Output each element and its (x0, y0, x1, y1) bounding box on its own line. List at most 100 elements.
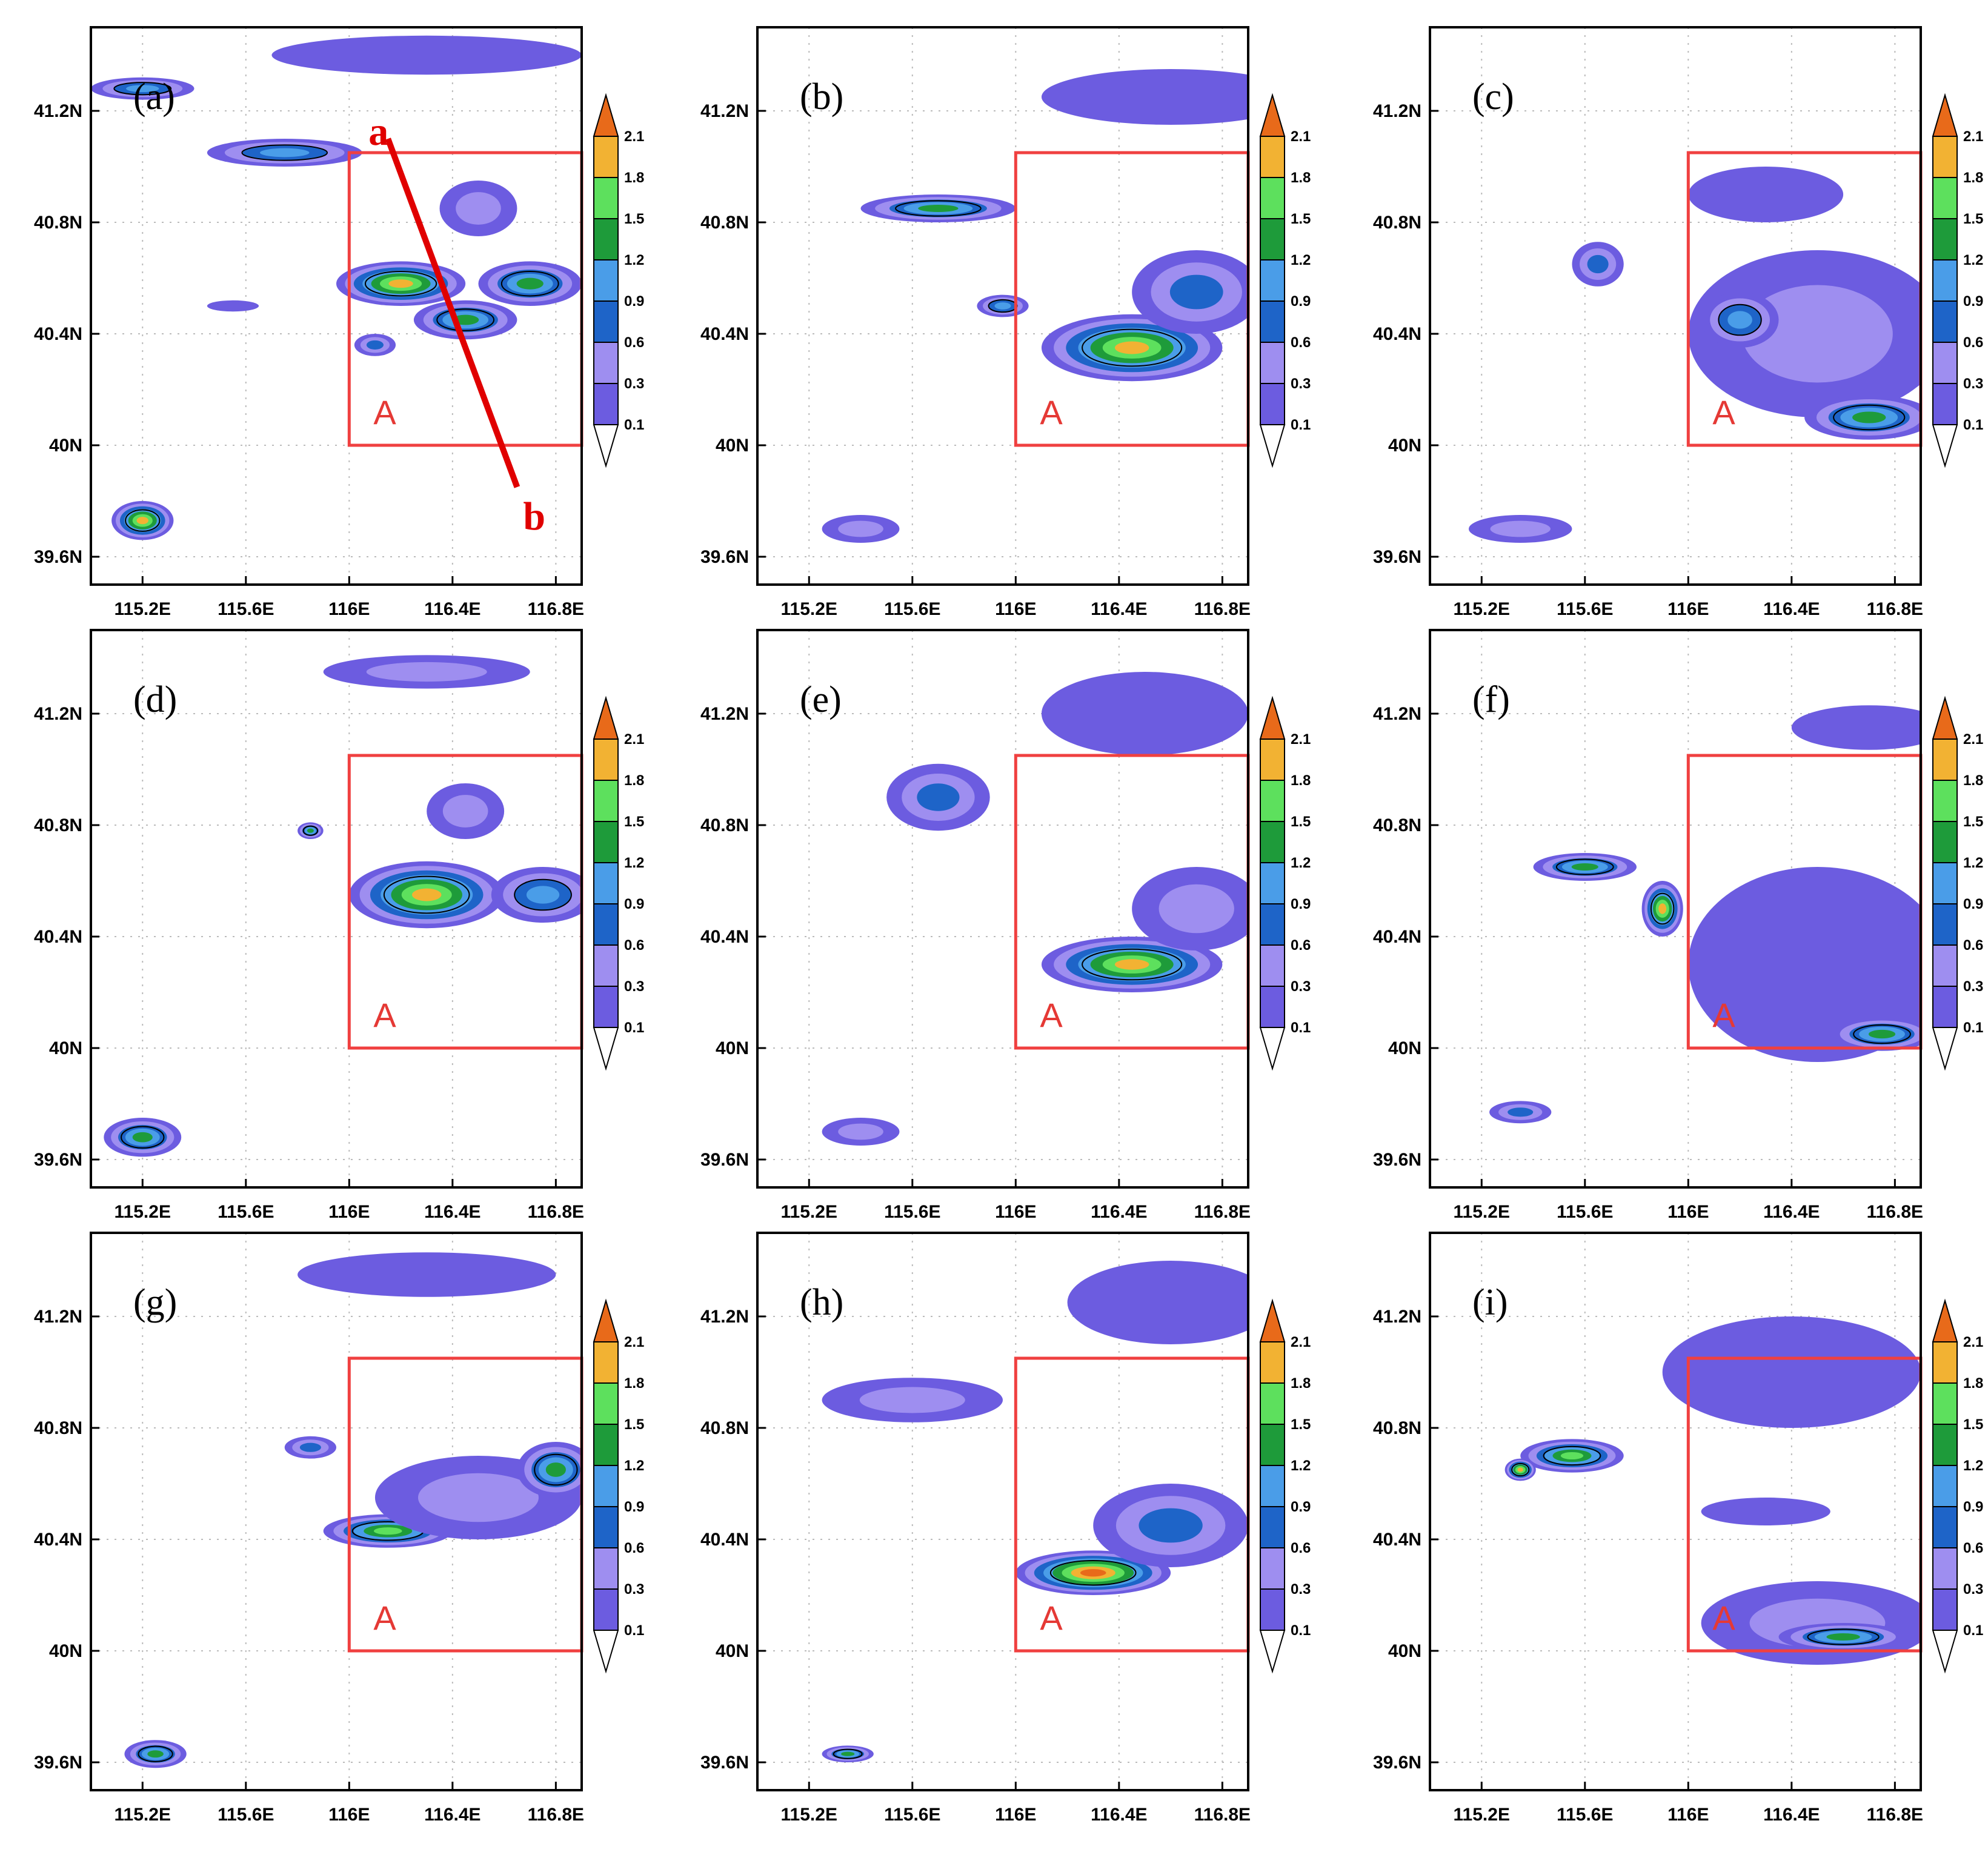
contour-region (1688, 167, 1844, 222)
y-tick-label: 41.2N (1373, 1307, 1421, 1327)
contour-line (895, 200, 982, 217)
x-tick-label: 116.4E (1091, 1805, 1147, 1825)
map-panel: A (b) 115.2E 115.6E 116E 116.4E 116.8E 41.2N 40.… (700, 26, 1311, 619)
contour-region (526, 886, 560, 904)
colorbar-segment (1259, 424, 1286, 468)
y-tick-label: 40N (49, 1641, 82, 1661)
colorbar: 0.1 0.3 0.6 0.9 1.2 1.5 1.8 2.1 (1259, 93, 1311, 468)
x-tick-label: 115.6E (218, 1202, 274, 1222)
colorbar-label: 0.6 (624, 937, 644, 954)
contour-line (121, 1126, 165, 1149)
colorbar-segment (593, 383, 619, 425)
colorbar-segment (1260, 821, 1285, 863)
colorbar-segment (593, 780, 619, 822)
colorbar-segment (593, 1027, 619, 1071)
colorbar-segment (593, 259, 619, 302)
colorbar-label: 0.3 (1291, 1581, 1311, 1598)
colorbar-label: 0.1 (1291, 1020, 1311, 1036)
x-tick-label: 116.8E (1867, 599, 1923, 619)
x-tick-label: 116E (1667, 1805, 1709, 1825)
colorbar-label: 0.6 (624, 1540, 644, 1556)
colorbar-segment (1932, 93, 1958, 137)
colorbar-segment (1260, 1547, 1285, 1590)
contour-fill-group (1489, 705, 1921, 1124)
colorbar-segment (1932, 903, 1958, 946)
colorbar-label: 1.2 (1963, 252, 1983, 268)
y-tick-label: 40.8N (1373, 1418, 1421, 1438)
colorbar-label: 0.3 (1963, 1581, 1983, 1598)
x-tick-label: 116E (995, 599, 1036, 619)
colorbar-label: 1.5 (624, 211, 644, 227)
contour-region (442, 795, 488, 828)
colorbar-segment (593, 821, 619, 863)
x-tick-label: 115.2E (1454, 1202, 1510, 1222)
colorbar-label: 1.8 (1291, 170, 1311, 186)
colorbar-label: 1.2 (624, 855, 644, 871)
colorbar-label: 2.1 (624, 731, 644, 748)
colorbar-segment (593, 1547, 619, 1590)
colorbar-label: 0.6 (1291, 334, 1311, 351)
y-tick-label: 40.8N (1373, 815, 1421, 835)
panel-label: (c) (1472, 76, 1514, 118)
contour-region (1701, 1498, 1830, 1525)
colorbar-label: 2.1 (1963, 128, 1983, 145)
y-tick-label: 40.8N (34, 815, 82, 835)
colorbar-segment (1932, 424, 1958, 468)
colorbar-label: 0.6 (1291, 1540, 1311, 1556)
colorbar-label: 0.9 (624, 1499, 644, 1515)
colorbar-segment (1932, 780, 1958, 822)
y-tick-label: 40.4N (34, 927, 82, 947)
x-tick-label: 116.8E (1867, 1202, 1923, 1222)
x-tick-label: 116E (328, 599, 370, 619)
contour-region (994, 302, 1011, 310)
colorbar-label: 2.1 (1963, 731, 1983, 748)
colorbar-segment (1260, 342, 1285, 384)
contour-region (838, 1123, 883, 1140)
y-tick-label: 40.4N (700, 324, 749, 344)
x-tick-label: 116E (1667, 1202, 1709, 1222)
colorbar: 0.1 0.3 0.6 0.9 1.2 1.5 1.8 2.1 (1259, 695, 1311, 1071)
panel-label: (b) (800, 76, 843, 118)
x-tick-label: 115.2E (115, 1805, 171, 1825)
colorbar-segment (593, 1465, 619, 1507)
y-tick-label: 40N (716, 1641, 749, 1661)
colorbar-label: 0.1 (624, 1622, 644, 1639)
colorbar-segment (1932, 738, 1958, 781)
colorbar-label: 0.3 (1291, 978, 1311, 995)
contour-fill-group (1504, 1316, 1921, 1665)
colorbar-segment (1932, 1630, 1958, 1674)
colorbar-label: 0.9 (624, 293, 644, 310)
contour-fill-group (104, 655, 582, 1157)
colorbar-segment (1260, 177, 1285, 219)
colorbar-segment (1932, 177, 1958, 219)
cross-section-line (385, 138, 520, 488)
panel-label: (e) (800, 679, 842, 720)
contour-region (456, 192, 501, 225)
y-tick-label: 39.6N (700, 1150, 749, 1170)
x-tick-label: 116.4E (1091, 599, 1147, 619)
colorbar-label: 1.5 (1963, 814, 1983, 830)
colorbar-segment (593, 1298, 619, 1342)
x-tick-label: 115.6E (884, 1202, 940, 1222)
y-tick-label: 40.8N (700, 1418, 749, 1438)
region-box-label: A (1040, 996, 1063, 1034)
contour-region (1571, 863, 1598, 871)
contour-region (260, 148, 310, 158)
x-tick-label: 116.4E (424, 1805, 480, 1825)
contour-region (1560, 1452, 1584, 1460)
contour-region (1041, 672, 1248, 755)
colorbar-segment (1260, 136, 1285, 178)
colorbar-segment (593, 1630, 619, 1674)
x-tick-label: 116.8E (1867, 1805, 1923, 1825)
contour-region (917, 783, 960, 811)
colorbar-label: 2.1 (1963, 1334, 1983, 1350)
contour-line (1650, 892, 1675, 925)
colorbar-segment (1932, 821, 1958, 863)
y-tick-label: 39.6N (1373, 547, 1421, 567)
contour-fill-group (822, 672, 1248, 1146)
contour-fill-group (822, 1261, 1248, 1762)
contour-region (1826, 1633, 1860, 1641)
plot-frame (756, 26, 1249, 586)
x-tick-label: 116E (995, 1202, 1036, 1222)
contour-region (126, 85, 159, 93)
